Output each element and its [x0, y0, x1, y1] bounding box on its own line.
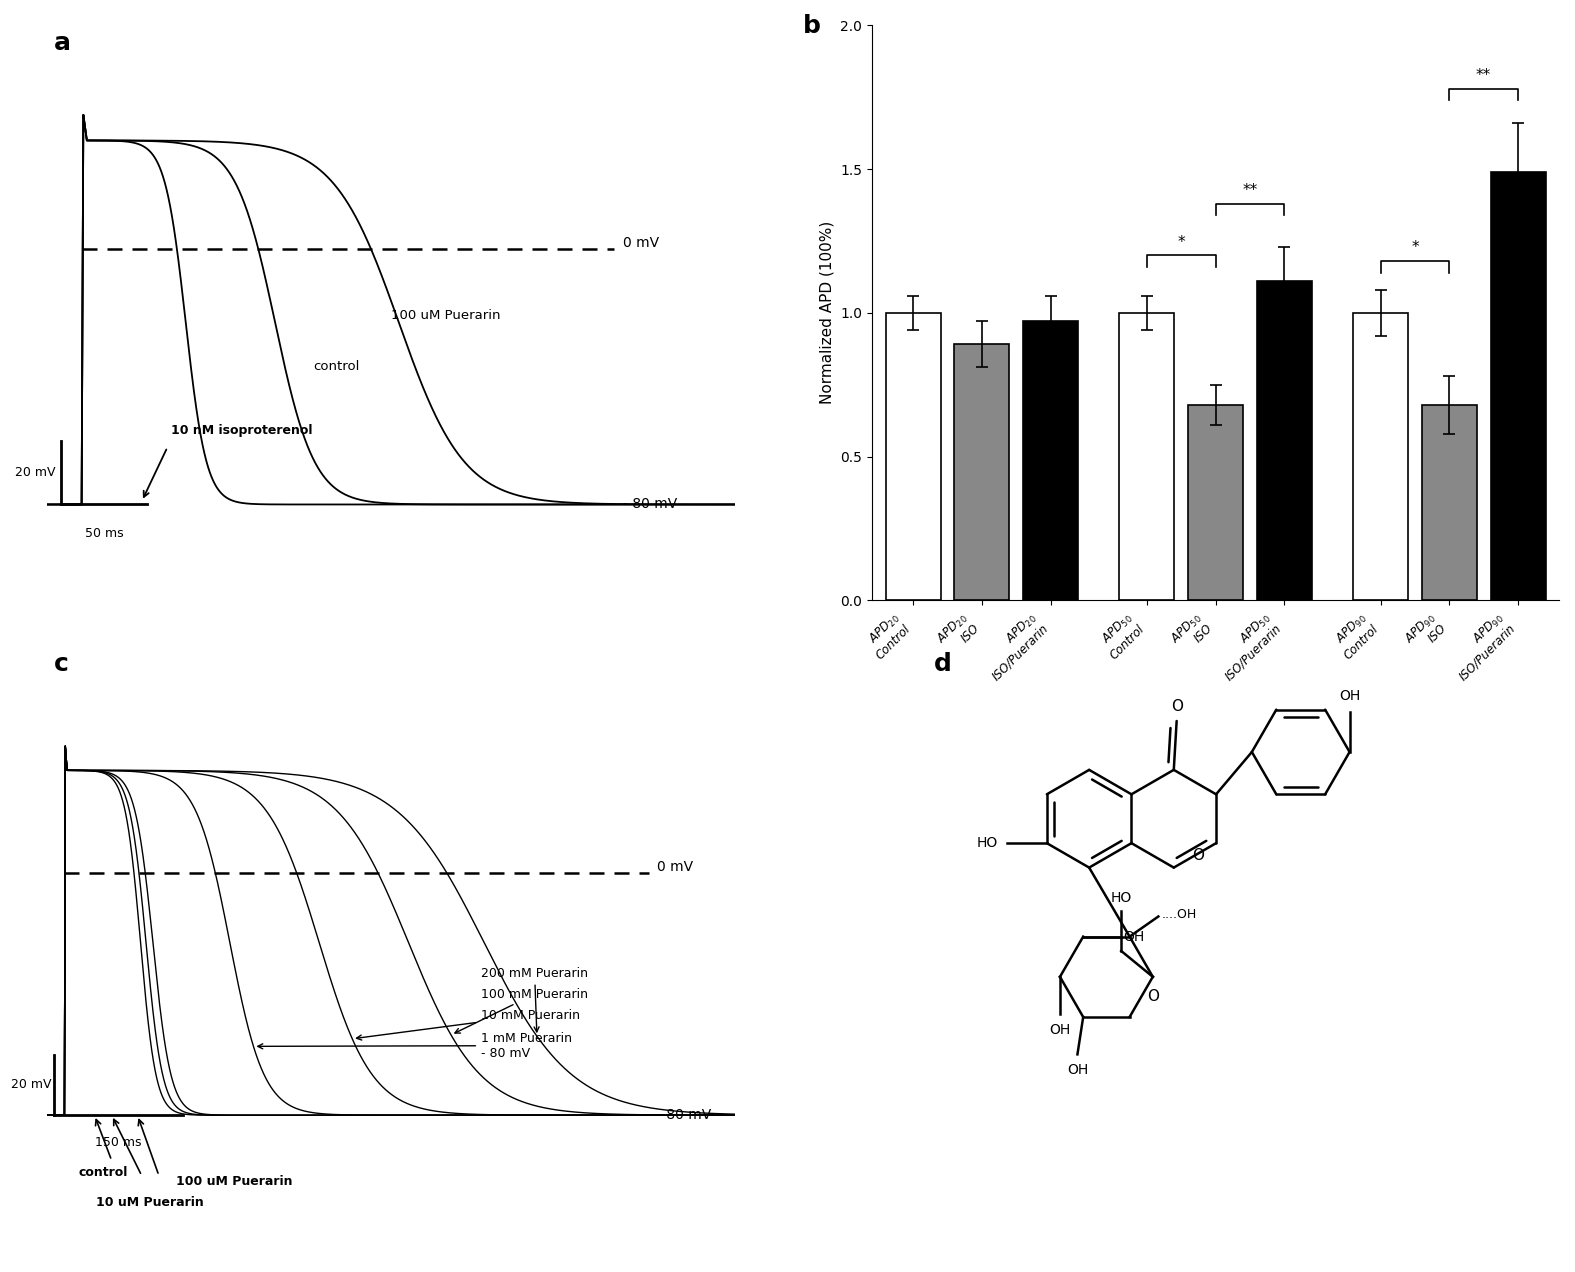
Text: O: O: [1192, 848, 1203, 862]
Y-axis label: Normalized APD (100%): Normalized APD (100%): [819, 221, 835, 404]
Text: d: d: [934, 653, 951, 675]
Bar: [885, 313, 940, 600]
Text: OH: OH: [1049, 1023, 1071, 1037]
Text: 10 nM isoproterenol: 10 nM isoproterenol: [172, 425, 312, 438]
Text: 1 mM Puerarin
- 80 mV: 1 mM Puerarin - 80 mV: [258, 1032, 572, 1060]
Text: 10 mM Puerarin: 10 mM Puerarin: [356, 1009, 580, 1040]
Text: OH: OH: [1066, 1063, 1088, 1077]
Text: *: *: [1178, 234, 1184, 249]
Text: 50 ms: 50 ms: [85, 527, 123, 539]
Text: **: **: [1476, 67, 1492, 83]
Text: control: control: [313, 360, 361, 374]
Bar: [1024, 322, 1079, 600]
Text: control: control: [79, 1165, 128, 1179]
Text: **: **: [1243, 183, 1257, 198]
Text: 100 mM Puerarin: 100 mM Puerarin: [455, 987, 587, 1033]
Text: 0 mV: 0 mV: [657, 860, 693, 874]
Bar: [1188, 404, 1243, 600]
Text: - 80 mV: - 80 mV: [622, 497, 677, 511]
Bar: [1353, 313, 1408, 600]
Text: 200 mM Puerarin: 200 mM Puerarin: [480, 967, 587, 1032]
Text: 20 mV: 20 mV: [11, 1079, 52, 1091]
Text: ....OH: ....OH: [1161, 908, 1197, 921]
Text: HO: HO: [1110, 890, 1132, 904]
Text: - 80 mV: - 80 mV: [657, 1108, 712, 1122]
Text: 100 uM Puerarin: 100 uM Puerarin: [176, 1175, 293, 1188]
Bar: [1490, 172, 1545, 600]
Text: O: O: [1147, 990, 1159, 1005]
Text: 10 uM Puerarin: 10 uM Puerarin: [96, 1196, 205, 1208]
Text: b: b: [803, 14, 821, 38]
Text: O: O: [1170, 700, 1183, 714]
Bar: [1422, 404, 1477, 600]
Text: a: a: [54, 32, 71, 55]
Bar: [1257, 281, 1312, 600]
Text: OH: OH: [1339, 689, 1361, 703]
Text: 100 uM Puerarin: 100 uM Puerarin: [391, 309, 501, 322]
Text: 20 mV: 20 mV: [16, 466, 55, 480]
Text: c: c: [54, 653, 69, 675]
Bar: [1120, 313, 1175, 600]
Text: OH: OH: [1123, 930, 1145, 944]
Text: *: *: [1411, 240, 1419, 256]
Text: 150 ms: 150 ms: [96, 1136, 142, 1150]
Text: 0 mV: 0 mV: [622, 235, 658, 249]
Text: HO: HO: [976, 836, 999, 850]
Bar: [954, 345, 1010, 600]
